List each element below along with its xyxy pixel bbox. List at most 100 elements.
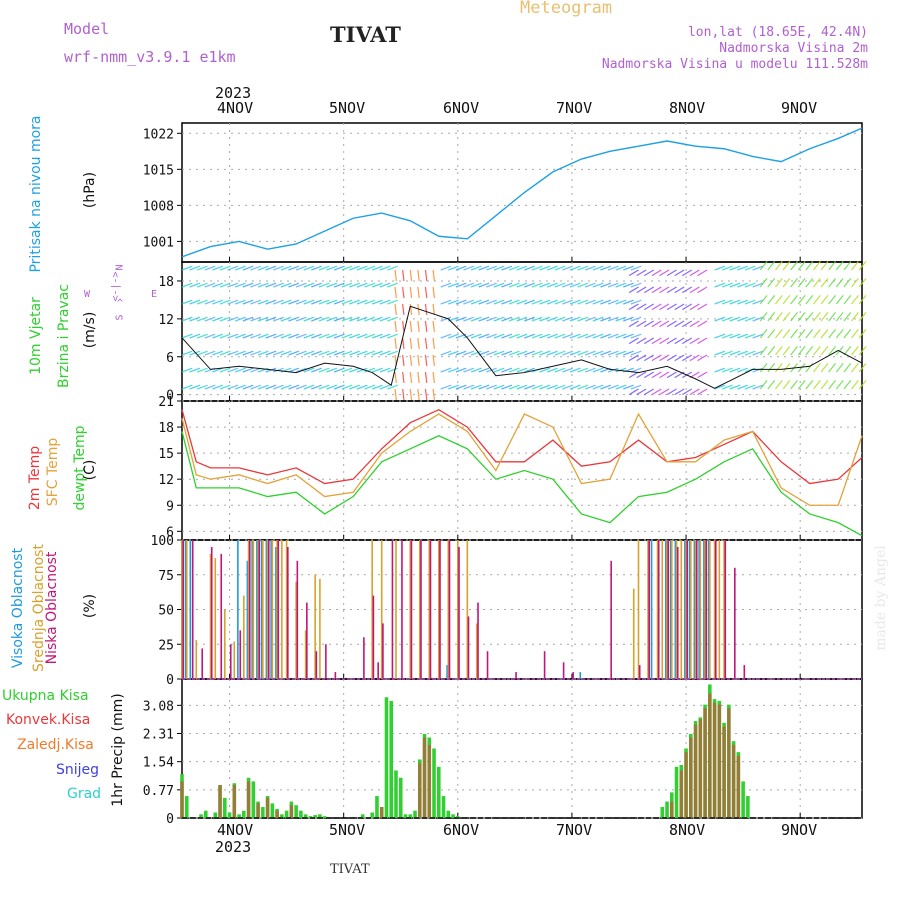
convective-rain-bar [698, 719, 703, 818]
total-rain-bar [370, 812, 374, 818]
wind-arrow [592, 350, 604, 356]
wind-arrow [364, 350, 376, 356]
wind-arrow [372, 333, 383, 339]
wind-arrow [790, 295, 798, 305]
wind-arrow [577, 282, 589, 288]
wind-arrow [759, 261, 768, 271]
total-rain-bar [441, 796, 446, 818]
wind-arrow [524, 333, 535, 339]
wind-arrow [379, 384, 391, 390]
wind-arrow [486, 384, 497, 390]
wind-arrow [379, 367, 391, 373]
wind-arrow [318, 282, 330, 288]
wind-arrow [470, 316, 482, 322]
wind-arrow [562, 384, 573, 390]
wind-arrow [394, 371, 397, 383]
wind-arrow [326, 384, 338, 390]
wind-arrow [242, 316, 254, 322]
wind-arrow [478, 350, 490, 356]
wind-arrow [265, 316, 277, 322]
wind-arrow [562, 316, 573, 322]
wind-arrow [508, 316, 520, 322]
wind-arrow [623, 299, 634, 305]
pressure-series-line [181, 127, 863, 258]
wind-arrow [615, 299, 627, 305]
wind-arrow [356, 350, 368, 356]
wind-arrow [820, 346, 829, 356]
total-rain-bar [280, 814, 284, 818]
wind-arrow [424, 303, 428, 315]
wind-arrow [227, 265, 239, 271]
wind-arrow [615, 282, 627, 288]
wind-arrow [417, 320, 420, 332]
total-rain-bar [213, 812, 218, 818]
wind-arrow [516, 367, 528, 373]
wind-arrow [554, 350, 566, 356]
wind-arrow [250, 282, 262, 288]
wind-arrow [767, 261, 776, 271]
wind-arrow [250, 265, 262, 271]
wind-arrow [562, 282, 573, 288]
wind-arrow [782, 380, 791, 390]
wind-arrow [721, 282, 733, 288]
wind-arrow [729, 367, 741, 373]
total-rain-bar [251, 781, 256, 818]
wind-arrow [424, 286, 428, 298]
wind-arrow [600, 265, 612, 271]
wind-arrow [843, 363, 852, 373]
wind-arrow [674, 303, 685, 311]
wind-arrow [615, 350, 627, 356]
wind-arrow [379, 316, 391, 322]
wind-arrow [828, 346, 837, 356]
wind-arrow [493, 350, 505, 356]
wind-arrow [562, 333, 573, 339]
wind-arrow [767, 380, 776, 390]
wind-arrow [813, 295, 821, 305]
wind-arrow [729, 350, 741, 356]
convective-rain-bar [670, 801, 674, 818]
wind-arrow [835, 380, 844, 390]
wind-arrow [387, 265, 398, 271]
wind-arrow [212, 282, 223, 288]
cloud-tick-label: 100 [151, 534, 174, 549]
total-rain-bar [375, 796, 379, 818]
wind-arrow [554, 367, 566, 373]
wind-arrow [835, 278, 844, 288]
wind-arrow [402, 286, 405, 298]
wind-arrow [333, 384, 345, 390]
wind-arrow [714, 282, 726, 288]
wind-arrow [805, 261, 814, 271]
wind-arrow [585, 316, 596, 322]
wind-arrow [697, 354, 708, 362]
wind-arrow [539, 299, 551, 305]
wind-arrow [759, 295, 768, 305]
pressure-tick-label: 1015 [143, 163, 174, 178]
wind-arrow [797, 346, 806, 356]
wind-arrow [311, 350, 322, 356]
wind-arrow [455, 384, 467, 390]
wind-arrow [318, 299, 330, 305]
wind-arrow [569, 316, 581, 322]
wind-arrow [440, 282, 452, 288]
wind-arrow [219, 265, 231, 271]
wind-arrow [697, 371, 708, 379]
wind-tick-label: 18 [158, 275, 174, 290]
wind-arrow [516, 350, 528, 356]
wind-arrow [659, 303, 670, 311]
wind-arrow [774, 346, 783, 356]
wind-frame [181, 261, 863, 402]
wind-arrow [364, 367, 376, 373]
wind-arrow [295, 265, 307, 271]
wind-arrow [797, 380, 806, 390]
wind-arrow [204, 299, 216, 305]
wind-arrow [181, 384, 193, 390]
sfc-temp-line [181, 412, 863, 506]
wind-arrow [820, 261, 829, 271]
wind-arrow [326, 316, 338, 322]
wind-arrow [189, 265, 201, 271]
wind-arrow [417, 269, 420, 281]
wind-arrow [288, 333, 300, 339]
convective-rain-bar [289, 805, 294, 818]
wind-arrow [524, 299, 535, 305]
wind-arrow [493, 299, 505, 305]
